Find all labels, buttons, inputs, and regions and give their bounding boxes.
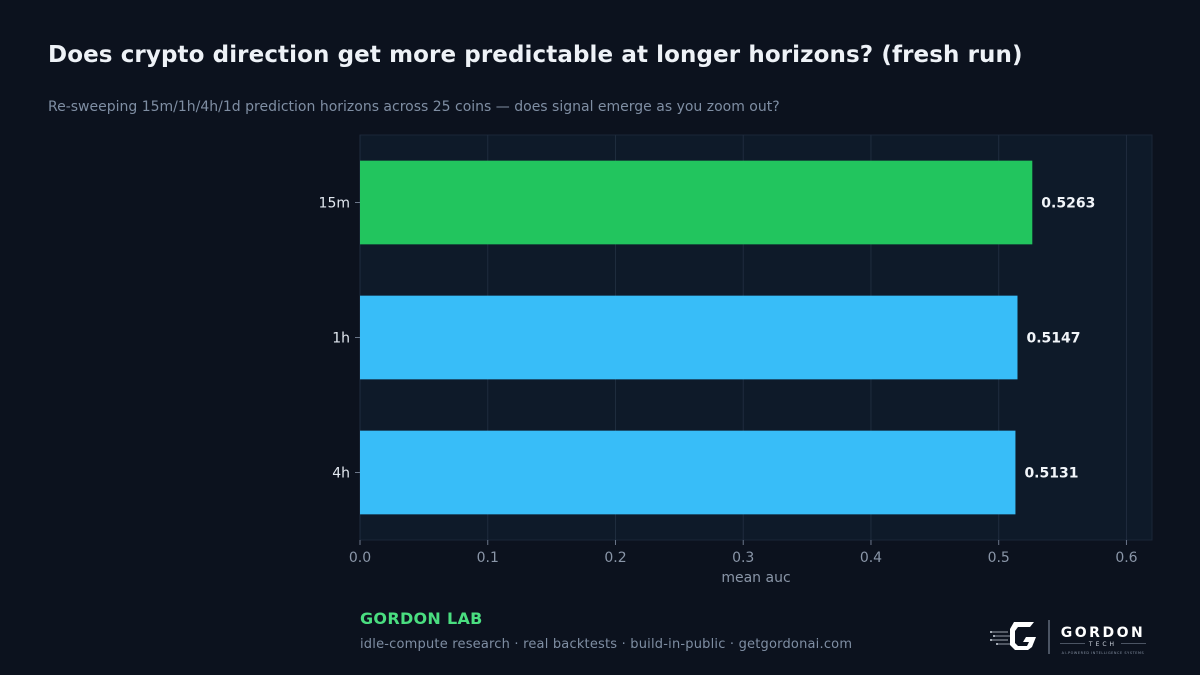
gordon-tech-logo: GORDON TECH AI-POWERED INTELLIGENCE SYST… [990, 620, 1146, 655]
bar-4h [360, 430, 1016, 515]
logo-motto: AI-POWERED INTELLIGENCE SYSTEMS [1062, 651, 1145, 655]
y-tick-label: 4h [332, 466, 350, 482]
bar-15m [360, 160, 1033, 245]
x-axis-label: mean auc [721, 570, 790, 586]
bars: 0.5263 0.5147 0.5131 [360, 160, 1095, 515]
x-tick-label: 0.4 [860, 550, 882, 566]
logo-subtitle: TECH [1088, 641, 1117, 648]
logo-wordmark: GORDON [1061, 625, 1145, 641]
x-tick-label: 0.6 [1115, 550, 1137, 566]
x-tick-label: 0.1 [477, 550, 499, 566]
y-tick-label: 1h [332, 331, 350, 347]
y-tick-label: 15m [319, 196, 350, 212]
data-label: 0.5263 [1041, 196, 1095, 212]
x-tick-label: 0.3 [732, 550, 754, 566]
data-label: 0.5131 [1024, 466, 1078, 482]
x-tick-label: 0.0 [349, 550, 371, 566]
bar-1h [360, 295, 1018, 380]
chart-subtitle: Re-sweeping 15m/1h/4h/1d prediction hori… [48, 99, 780, 115]
footer-tagline: idle-compute research · real backtests ·… [360, 637, 853, 652]
data-label: 0.5147 [1026, 331, 1080, 347]
x-tick-label: 0.5 [988, 550, 1010, 566]
chart-title: Does crypto direction get more predictab… [48, 42, 1023, 68]
gordon-g-logo-icon [990, 622, 1036, 650]
footer-brand: GORDON LAB [360, 609, 483, 628]
axes: 0.0 0.1 0.2 0.3 0.4 0.5 0.6 15m 1h 4h [319, 196, 1138, 567]
x-tick-label: 0.2 [604, 550, 626, 566]
